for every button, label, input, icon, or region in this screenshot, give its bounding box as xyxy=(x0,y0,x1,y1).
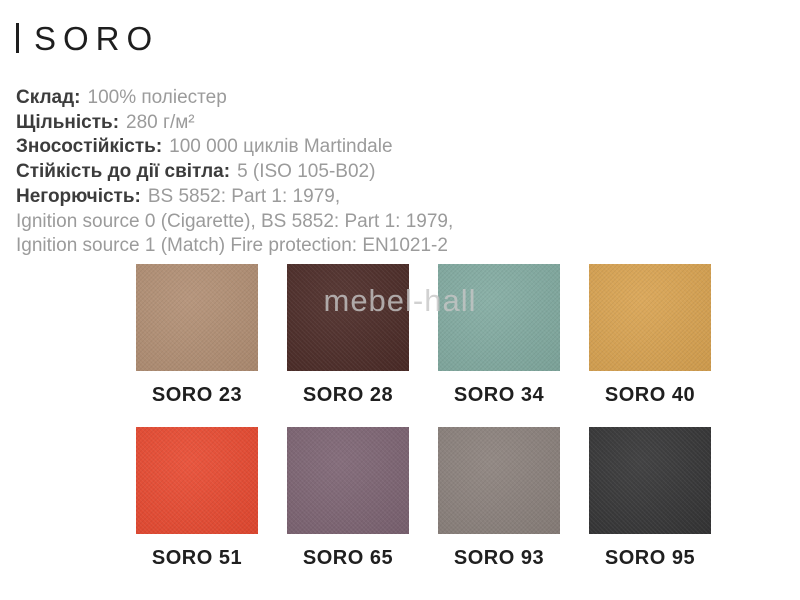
fabric-swatch xyxy=(287,264,409,371)
spec-line: Негорючість: BS 5852: Part 1: 1979, xyxy=(16,185,453,210)
fabric-swatch xyxy=(589,264,711,371)
swatch-label: SORO 93 xyxy=(453,547,545,569)
swatch-cell: SORO 95 xyxy=(589,427,711,590)
swatch-grid: SORO 23 SORO 28 SORO 34 SORO 40 SORO 51 … xyxy=(136,264,711,590)
fabric-swatch xyxy=(438,427,560,534)
spec-value: Ignition source 0 (Cigarette), BS 5852: … xyxy=(16,210,454,232)
spec-label: Щільність: xyxy=(16,111,120,133)
spec-value: 280 г/м² xyxy=(126,111,195,133)
swatch-cell: SORO 51 xyxy=(136,427,258,590)
swatch-cell: SORO 40 xyxy=(589,264,711,427)
swatch-label: SORO 28 xyxy=(302,384,394,406)
fabric-swatch xyxy=(287,427,409,534)
spec-value: 100% поліестер xyxy=(87,87,227,108)
spec-value: 100 000 циклів Martindale xyxy=(169,136,393,158)
spec-line: Стійкість до дії світла: 5 (ISO 105-B02) xyxy=(16,160,453,185)
fabric-swatch xyxy=(438,264,560,371)
spec-label: Стійкість до дії світла: xyxy=(16,161,231,183)
swatch-label: SORO 51 xyxy=(151,547,243,569)
spec-value: Ignition source 1 (Match) Fire protectio… xyxy=(16,235,448,257)
spec-label: Зносостійкість: xyxy=(16,136,163,158)
spec-line: Ignition source 0 (Cigarette), BS 5852: … xyxy=(16,210,453,235)
fabric-swatch xyxy=(136,264,258,371)
spec-line: Зносостійкість: 100 000 циклів Martindale xyxy=(16,135,453,160)
spec-line: Склад: 100% поліестер xyxy=(16,86,453,111)
title-bar-mark xyxy=(16,22,19,53)
swatch-label: SORO 34 xyxy=(453,384,545,406)
swatch-cell: SORO 23 xyxy=(136,264,258,427)
specs-block: Склад: 100% поліестер Щільність: 280 г/м² … xyxy=(16,86,453,259)
spec-line: Ignition source 1 (Match) Fire protectio… xyxy=(16,234,453,259)
page-title-text: SORO xyxy=(34,20,160,57)
spec-value: 5 (ISO 105-B02) xyxy=(237,161,376,183)
spec-label: Негорючість: xyxy=(16,185,141,207)
fabric-swatch xyxy=(136,427,258,534)
page-title: SORO xyxy=(16,20,159,55)
swatch-label: SORO 95 xyxy=(604,547,696,569)
spec-label: Склад: xyxy=(16,87,81,108)
swatch-cell: SORO 93 xyxy=(438,427,560,590)
swatch-cell: SORO 34 xyxy=(438,264,560,427)
swatch-label: SORO 65 xyxy=(302,547,394,569)
spec-line: Щільність: 280 г/м² xyxy=(16,111,453,136)
fabric-swatch xyxy=(589,427,711,534)
swatch-label: SORO 23 xyxy=(151,384,243,406)
swatch-label: SORO 40 xyxy=(604,384,696,406)
swatch-cell: SORO 28 xyxy=(287,264,409,427)
spec-value: BS 5852: Part 1: 1979, xyxy=(147,185,341,207)
swatch-cell: SORO 65 xyxy=(287,427,409,590)
